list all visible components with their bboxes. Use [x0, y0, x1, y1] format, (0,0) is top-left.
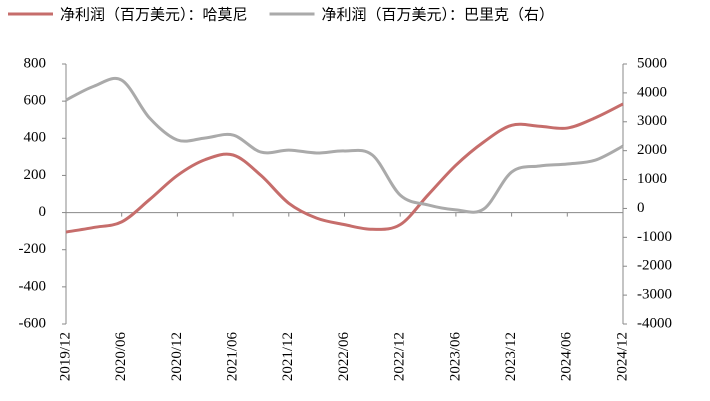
y-tick-label: 600: [24, 93, 47, 109]
y2-tick-label: -4000: [637, 315, 672, 331]
x-tick-label: 2024/12: [614, 332, 630, 381]
y-tick-label: -200: [19, 241, 47, 257]
y2-tick-label: -3000: [637, 287, 672, 303]
legend-label: 净利润（百万美元）：哈莫尼: [60, 6, 248, 24]
y2-tick-label: 0: [637, 200, 645, 216]
y2-tick-label: 2000: [637, 142, 667, 158]
y2-tick-label: 3000: [637, 113, 667, 129]
y-tick-label: 0: [39, 204, 47, 220]
y2-tick-label: 5000: [637, 55, 667, 71]
x-tick-label: 2019/12: [57, 332, 73, 381]
x-tick-label: 2022/12: [392, 332, 408, 381]
x-tick-label: 2022/06: [336, 332, 352, 382]
y-tick-label: 200: [24, 167, 47, 183]
x-tick-label: 2020/12: [169, 332, 185, 381]
series-line: [65, 76, 624, 214]
y-tick-label: -400: [19, 278, 47, 294]
y2-tick-label: -1000: [637, 229, 672, 245]
y2-tick-label: 4000: [637, 84, 667, 100]
y-tick-label: 400: [24, 130, 47, 146]
x-tick-label: 2023/12: [503, 332, 519, 381]
series-line: [65, 102, 624, 234]
x-tick-label: 2024/06: [559, 332, 575, 382]
y-tick-label: 800: [24, 55, 47, 71]
legend-label: 净利润（百万美元）：巴里克（右）: [322, 6, 555, 24]
y-tick-label: -600: [19, 315, 47, 331]
y2-tick-label: -2000: [637, 258, 672, 274]
x-tick-label: 2020/06: [113, 332, 129, 382]
x-tick-label: 2021/12: [280, 332, 296, 381]
y2-tick-label: 1000: [637, 171, 667, 187]
x-tick-label: 2023/06: [447, 332, 463, 382]
x-tick-label: 2021/06: [225, 332, 241, 382]
